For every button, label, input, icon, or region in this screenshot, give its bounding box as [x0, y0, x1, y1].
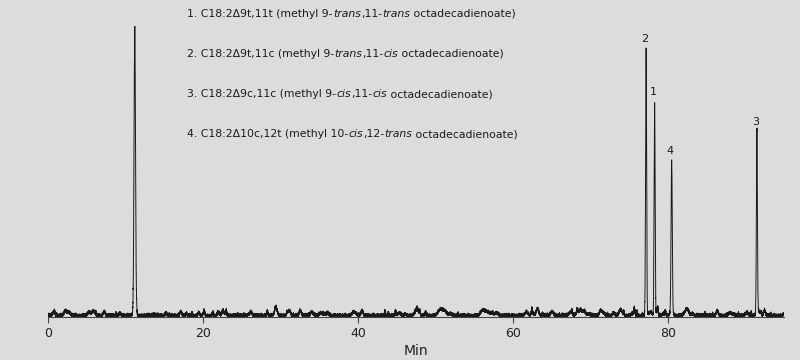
Text: 1. C18:2Δ9t,11t (methyl 9-: 1. C18:2Δ9t,11t (methyl 9- [187, 9, 333, 19]
Text: cis: cis [384, 49, 398, 59]
Text: octadecadienoate): octadecadienoate) [412, 130, 518, 139]
Text: 3: 3 [752, 117, 759, 127]
Text: cis: cis [372, 89, 387, 99]
Text: 4: 4 [666, 146, 674, 156]
Text: cis: cis [349, 130, 363, 139]
Text: octadecadienoate): octadecadienoate) [387, 89, 493, 99]
Text: trans: trans [333, 9, 361, 19]
Text: ,12-: ,12- [363, 130, 385, 139]
Text: trans: trans [385, 130, 412, 139]
Text: 2: 2 [641, 34, 648, 44]
Text: 3. C18:2Δ9c,11c (methyl 9-: 3. C18:2Δ9c,11c (methyl 9- [187, 89, 337, 99]
Text: octadecadienoate): octadecadienoate) [410, 9, 515, 19]
Text: cis: cis [337, 89, 351, 99]
Text: trans: trans [334, 49, 362, 59]
Text: 4. C18:2Δ10c,12t (methyl 10-: 4. C18:2Δ10c,12t (methyl 10- [187, 130, 349, 139]
X-axis label: Min: Min [404, 345, 428, 359]
Text: ,11-: ,11- [362, 49, 384, 59]
Text: ,11-: ,11- [351, 89, 372, 99]
Text: 1: 1 [650, 87, 657, 97]
Text: trans: trans [382, 9, 410, 19]
Text: 2. C18:2Δ9t,11c (methyl 9-: 2. C18:2Δ9t,11c (methyl 9- [187, 49, 334, 59]
Text: octadecadienoate): octadecadienoate) [398, 49, 504, 59]
Text: ,11-: ,11- [361, 9, 382, 19]
